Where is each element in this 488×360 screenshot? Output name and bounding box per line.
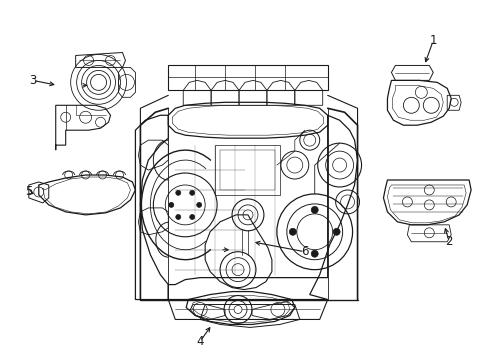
- Text: 6: 6: [301, 245, 308, 258]
- Circle shape: [243, 210, 252, 220]
- Circle shape: [234, 306, 242, 314]
- Circle shape: [175, 190, 181, 195]
- Text: 3: 3: [29, 74, 37, 87]
- Text: 4: 4: [196, 335, 203, 348]
- Circle shape: [175, 215, 181, 220]
- Circle shape: [189, 190, 194, 195]
- Text: 5: 5: [25, 185, 33, 198]
- Circle shape: [196, 202, 201, 207]
- Text: 2: 2: [445, 235, 452, 248]
- Circle shape: [168, 202, 173, 207]
- Circle shape: [189, 215, 194, 220]
- Circle shape: [310, 206, 318, 213]
- Text: 1: 1: [428, 34, 436, 47]
- Circle shape: [289, 228, 296, 235]
- Circle shape: [332, 228, 340, 235]
- Circle shape: [310, 250, 318, 257]
